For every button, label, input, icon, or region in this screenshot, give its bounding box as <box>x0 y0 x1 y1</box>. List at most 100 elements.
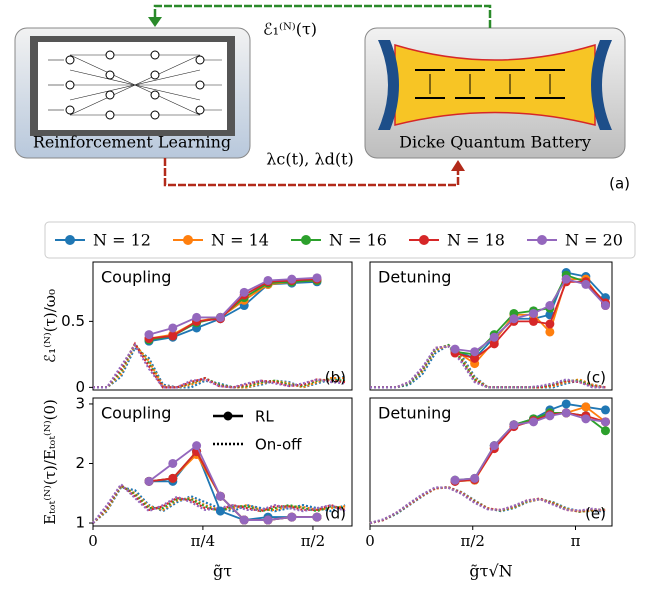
rl-point <box>600 417 610 427</box>
rl-point <box>263 515 273 525</box>
rl-point <box>144 330 154 340</box>
y-tick-label: 1 <box>75 514 85 532</box>
rl-point <box>470 347 480 357</box>
rl-point <box>489 441 499 451</box>
y-tick-label: 0 <box>75 378 85 396</box>
rl-point <box>168 331 178 341</box>
spins <box>415 69 565 99</box>
legend-label: N = 20 <box>565 231 623 250</box>
legend-marker <box>183 235 193 245</box>
legend-marker <box>301 235 311 245</box>
rl-point <box>509 314 519 324</box>
x-axis-label: g̃τ√N <box>469 562 512 581</box>
plot-frame <box>92 261 353 391</box>
rl-point <box>287 274 297 284</box>
x-tick-label: π/4 <box>191 532 215 550</box>
rl-point <box>529 417 539 427</box>
panel-title: Detuning <box>378 404 451 423</box>
rl-point <box>545 319 555 329</box>
rl-point <box>529 316 539 326</box>
y-axis-label: ℰ₁⁽ᴺ⁾(τ)/ω₀ <box>41 289 59 363</box>
bottom-arrow-label: λc(t), λd(t) <box>266 150 353 169</box>
legend-marker <box>537 235 547 245</box>
onoff-line <box>93 343 346 389</box>
rl-point <box>600 405 610 415</box>
style-legend-label: RL <box>255 408 274 426</box>
onoff-line <box>93 341 346 389</box>
rl-point <box>450 475 460 485</box>
onoff-line <box>370 343 606 389</box>
rl-point <box>489 339 499 349</box>
plot-frame <box>92 397 353 527</box>
feedback-arrowhead <box>148 17 162 27</box>
onoff-line <box>92 482 346 524</box>
legend-label: N = 14 <box>211 231 269 250</box>
control-arrowhead <box>451 160 465 171</box>
style-legend-label: On-off <box>255 436 302 454</box>
legend-label: N = 18 <box>447 231 505 250</box>
rl-point <box>215 312 225 322</box>
rl-point <box>450 344 460 354</box>
neural-net <box>48 54 222 116</box>
right-box-label: Dicke Quantum Battery <box>399 133 591 152</box>
panel-title: Coupling <box>101 268 171 287</box>
onoff-line <box>92 483 346 524</box>
rl-point <box>545 411 555 421</box>
rl-point <box>192 441 202 451</box>
rl-point <box>263 275 273 285</box>
rl-point <box>144 476 154 486</box>
onoff-line <box>370 345 606 389</box>
panel-label: (d) <box>325 505 346 523</box>
rl-point <box>215 506 225 516</box>
rl-point <box>529 308 539 318</box>
x-tick-label: π/2 <box>301 532 325 550</box>
y-tick-label: 3 <box>75 394 85 412</box>
rl-point <box>600 426 610 436</box>
cavity <box>394 43 596 126</box>
legend-label: N = 16 <box>329 231 387 250</box>
rl-point <box>600 301 610 311</box>
onoff-line <box>92 486 346 524</box>
x-tick-label: 0 <box>365 532 375 550</box>
onoff-line <box>370 343 606 389</box>
rl-point <box>168 473 178 483</box>
rl-point <box>168 458 178 468</box>
rl-point <box>312 512 322 522</box>
panel-label: (b) <box>325 369 346 387</box>
panel-label: (a) <box>609 175 630 193</box>
rl-point <box>312 273 322 283</box>
y-tick-label: 2 <box>75 454 85 472</box>
diagram: Reinforcement Learning Dicke Quantum Bat… <box>14 4 630 193</box>
panel-title: Detuning <box>378 268 451 287</box>
onoff-line <box>93 346 346 389</box>
panel-title: Coupling <box>101 404 171 423</box>
mirror-left <box>378 40 399 130</box>
control-arrow <box>163 158 460 187</box>
legend-marker <box>419 235 429 245</box>
rl-point <box>470 473 480 483</box>
left-box-label: Reinforcement Learning <box>33 133 231 152</box>
x-axis-label: g̃τ <box>213 562 232 581</box>
x-tick-label: π <box>571 532 581 550</box>
rl-point <box>581 402 591 412</box>
x-tick-label: 0 <box>88 532 98 550</box>
panel-label: (e) <box>585 505 606 523</box>
rl-point <box>581 414 591 424</box>
rl-point <box>509 420 519 430</box>
rl-point <box>239 287 249 297</box>
feedback-arrow <box>153 4 492 28</box>
top-arrow-label: ℰ₁⁽ᴺ⁾(τ) <box>263 20 317 39</box>
legend-label: N = 12 <box>93 231 151 250</box>
rl-point <box>287 512 297 522</box>
rl-point <box>545 301 555 311</box>
panel-label: (c) <box>586 369 606 387</box>
rl-point <box>561 399 571 409</box>
y-tick-label: 0.5 <box>61 312 85 330</box>
rl-point <box>239 515 249 525</box>
plot-frame <box>369 261 613 391</box>
rl-point <box>545 327 555 337</box>
plot-frame <box>369 397 613 527</box>
rl-point <box>561 274 571 284</box>
rl-point <box>192 312 202 322</box>
